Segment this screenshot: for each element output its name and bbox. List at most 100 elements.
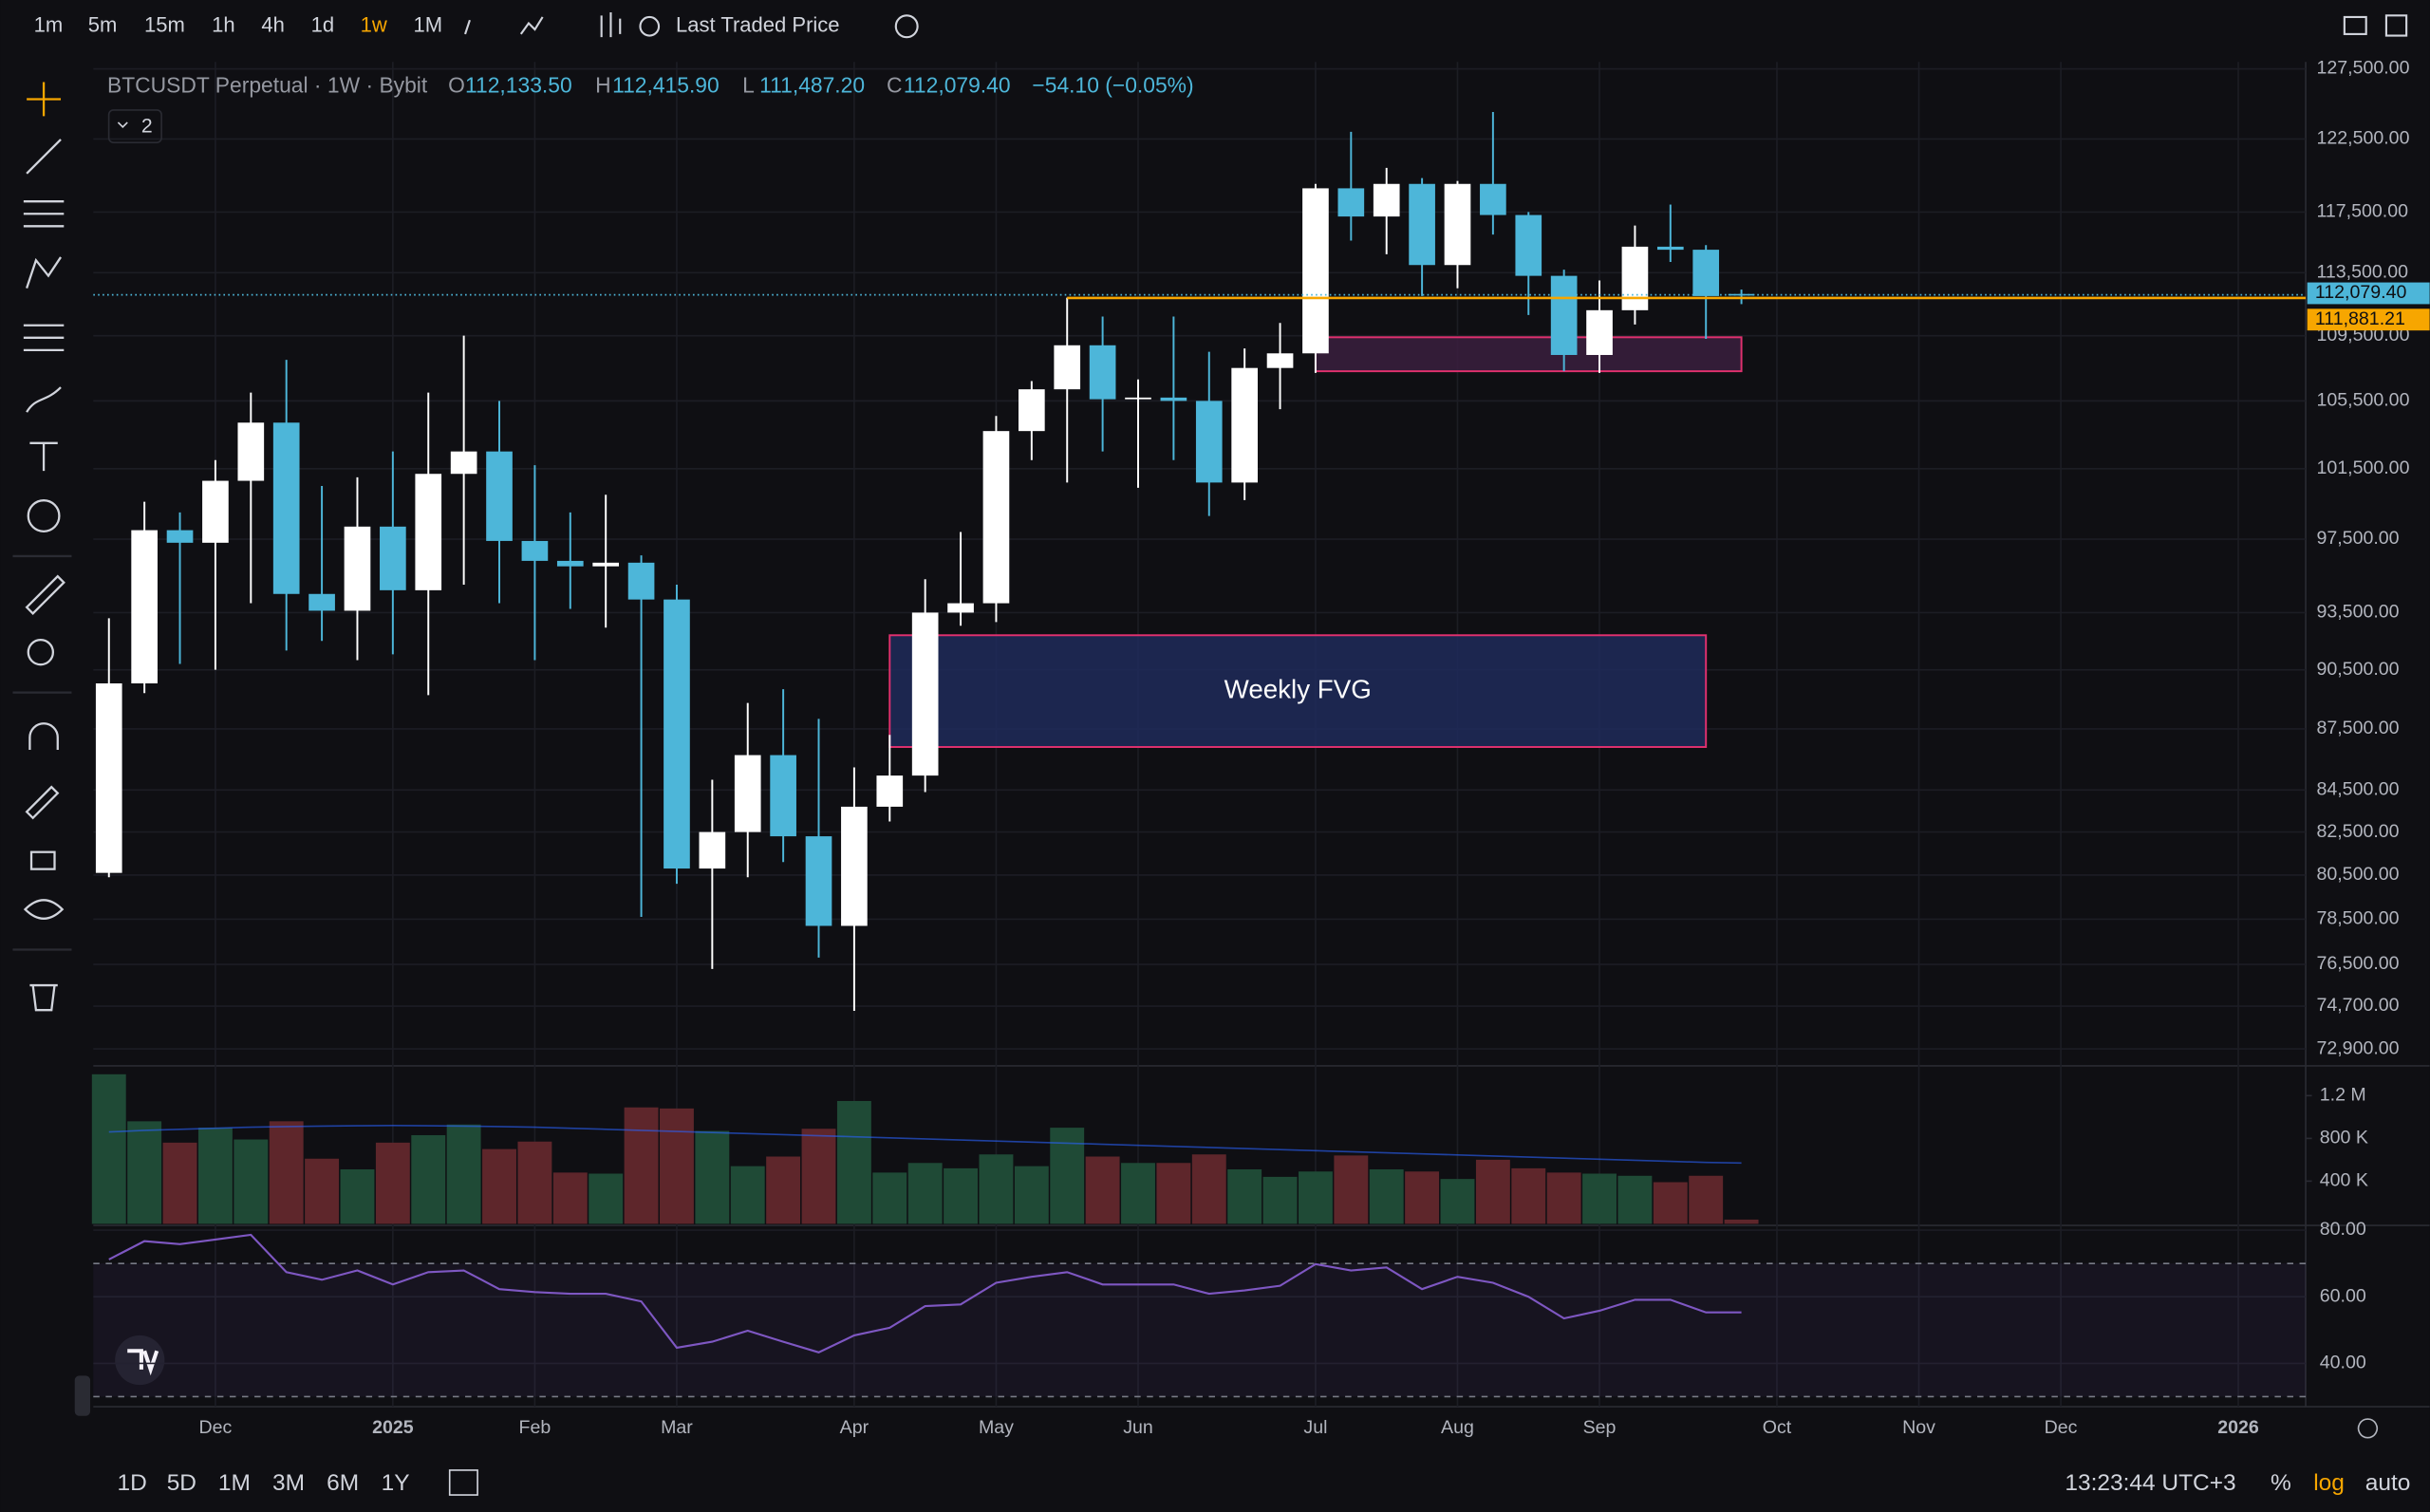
- axis-settings[interactable]: [2357, 1418, 2379, 1439]
- volume-bar: [801, 1129, 836, 1224]
- interval-button[interactable]: 1d: [311, 13, 335, 37]
- collapse-handle[interactable]: [74, 1375, 91, 1416]
- volume-bar: [1334, 1155, 1369, 1224]
- candle-body: [344, 526, 371, 611]
- indicators-button[interactable]: [519, 16, 544, 35]
- candle-body: [1692, 250, 1720, 296]
- x-tick-label: Aug: [1441, 1417, 1474, 1438]
- brush-tool[interactable]: [26, 386, 62, 413]
- collapse-count: 2: [141, 115, 153, 137]
- volume-bar: [375, 1142, 410, 1224]
- candle-body: [627, 562, 655, 600]
- candle-body: [699, 831, 726, 869]
- volume-ma: [108, 1125, 1742, 1165]
- zone-label: Weekly FVG: [1224, 674, 1372, 703]
- volume-bar: [269, 1121, 304, 1224]
- ruler-tool[interactable]: [25, 574, 65, 615]
- calendar-button[interactable]: [448, 1469, 478, 1496]
- interval-button[interactable]: 5m: [88, 13, 118, 37]
- text-tool[interactable]: [29, 441, 58, 472]
- chart-type-button[interactable]: [600, 12, 622, 38]
- add-button[interactable]: [894, 14, 919, 39]
- price-source[interactable]: Last Traded Price: [676, 13, 840, 37]
- rsi-tick-label: 80.00: [2320, 1219, 2366, 1240]
- dropdown[interactable]: [464, 19, 471, 35]
- volume-bar: [1689, 1175, 1724, 1224]
- emoji-tool[interactable]: [27, 499, 61, 532]
- volume-bar: [1617, 1175, 1653, 1224]
- candle-body: [1160, 397, 1187, 401]
- volume-bar: [340, 1169, 375, 1224]
- candle-body: [95, 682, 122, 873]
- draw-lock-tool[interactable]: [25, 785, 60, 820]
- volume-tick-label: 400 K: [2320, 1170, 2368, 1191]
- interval-button[interactable]: 1m: [34, 13, 64, 37]
- y-tick-label: 82,500.00: [2316, 821, 2399, 842]
- ohlc-value: 112,133.50: [465, 72, 572, 97]
- range-button[interactable]: 1M: [218, 1470, 251, 1496]
- magnet-tool[interactable]: [28, 722, 59, 750]
- range-button[interactable]: 5D: [167, 1470, 196, 1496]
- price-label: 112,079.40: [2315, 282, 2407, 303]
- x-tick-label: Nov: [1902, 1417, 1935, 1438]
- volume-bar: [660, 1108, 694, 1224]
- candle-body: [272, 422, 300, 594]
- interval-button[interactable]: 1w: [361, 13, 387, 37]
- ohlc-letter: O: [448, 72, 465, 97]
- range-button[interactable]: 3M: [272, 1470, 305, 1496]
- interval-button[interactable]: 1h: [212, 13, 234, 37]
- price-label-box: [2307, 282, 2430, 305]
- ohlc-value: 112,415.90: [612, 72, 720, 97]
- volume-bar: [162, 1142, 197, 1224]
- volume-bar: [1582, 1173, 1617, 1224]
- candle-body: [734, 755, 761, 832]
- lock-tool[interactable]: [29, 850, 56, 870]
- volume-bar: [1156, 1163, 1191, 1224]
- scale-button[interactable]: log: [2313, 1470, 2345, 1496]
- range-button[interactable]: 1D: [117, 1470, 146, 1496]
- fib-tool[interactable]: [23, 200, 65, 228]
- candle-body: [1019, 389, 1045, 432]
- volume-bar: [1511, 1167, 1546, 1224]
- range-button[interactable]: 1Y: [382, 1470, 410, 1496]
- volume-bar: [1014, 1166, 1049, 1224]
- x-tick-label: Dec: [2045, 1417, 2078, 1438]
- trash-tool[interactable]: [29, 983, 58, 1012]
- candle-body: [1125, 397, 1151, 400]
- snapshot-button[interactable]: [2343, 15, 2367, 35]
- fullscreen-button[interactable]: [2384, 14, 2408, 37]
- rsi-tick-label: 40.00: [2320, 1353, 2366, 1373]
- left-toolbar: [12, 82, 72, 1012]
- volume-bar: [1262, 1176, 1298, 1224]
- collapse-button[interactable]: [107, 109, 162, 143]
- volume-bar: [979, 1154, 1014, 1224]
- scale-button[interactable]: %: [2271, 1470, 2291, 1496]
- forecast-tool[interactable]: [23, 324, 65, 352]
- pattern-tool[interactable]: [26, 256, 62, 289]
- candle-body: [982, 431, 1010, 604]
- range-button[interactable]: 6M: [327, 1470, 359, 1496]
- volume-bar: [1121, 1163, 1155, 1224]
- interval-button[interactable]: 1M: [414, 13, 443, 37]
- y-tick-label: 80,500.00: [2316, 864, 2399, 885]
- interval-button[interactable]: 15m: [144, 13, 185, 37]
- rsi-tick-label: 60.00: [2320, 1285, 2366, 1306]
- y-tick-label: 84,500.00: [2316, 779, 2399, 800]
- interval-button[interactable]: 4h: [261, 13, 284, 37]
- candle-body: [947, 603, 974, 613]
- candle-body: [1515, 215, 1542, 276]
- scale-button[interactable]: auto: [2365, 1470, 2411, 1496]
- settings-button[interactable]: [639, 15, 661, 37]
- volume-bar: [446, 1124, 481, 1224]
- candle-body: [1586, 309, 1613, 355]
- eye-tool[interactable]: [23, 899, 65, 921]
- volume-bar: [1440, 1179, 1475, 1224]
- candle-body: [1409, 183, 1435, 266]
- candle-body: [911, 612, 939, 776]
- trendline-tool[interactable]: [26, 139, 62, 175]
- symbol-label: BTCUSDT Perpetual · 1W · Bybit: [107, 72, 428, 97]
- crosshair-tool[interactable]: [27, 82, 62, 117]
- candle-body: [592, 562, 620, 567]
- zoom-tool[interactable]: [27, 638, 55, 666]
